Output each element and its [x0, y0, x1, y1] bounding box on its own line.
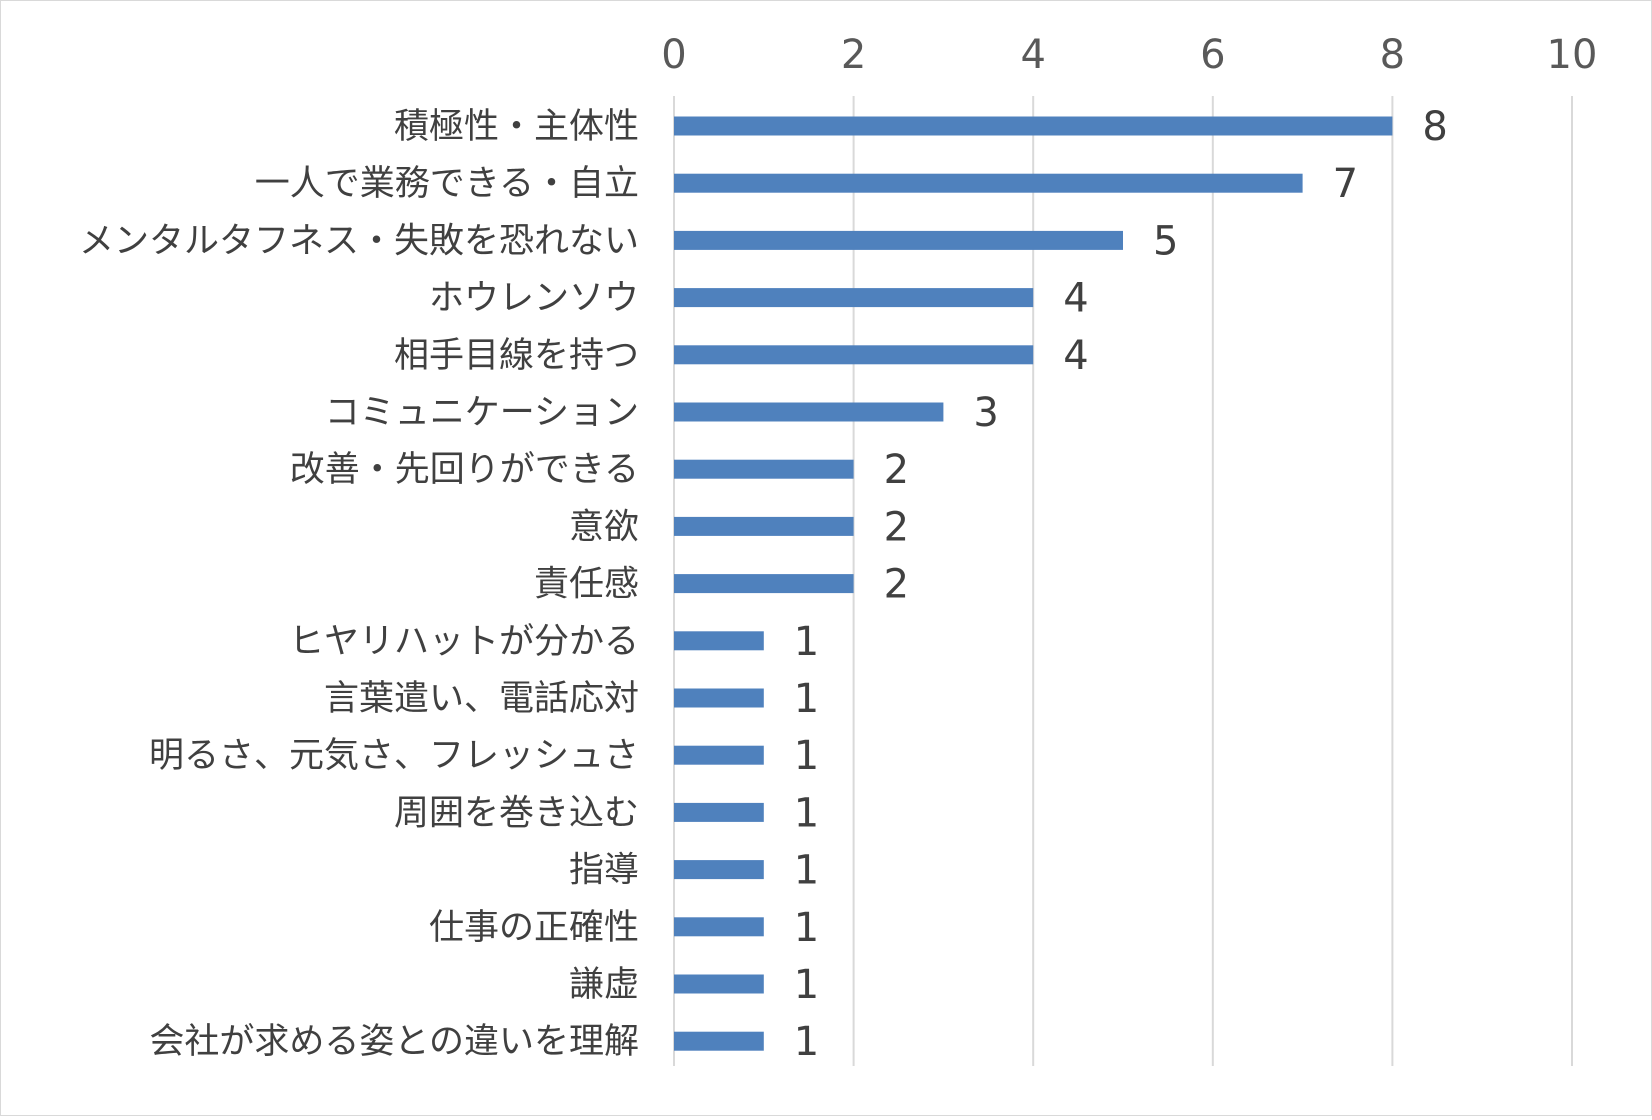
- data-label: 1: [794, 1019, 819, 1065]
- x-tick-label: 8: [1380, 32, 1405, 78]
- category-label: 責任感: [534, 565, 639, 605]
- data-label: 1: [794, 733, 819, 779]
- x-tick-label: 10: [1547, 32, 1598, 78]
- category-label: メンタルタフネス・失敗を恐れない: [79, 221, 639, 261]
- data-label: 1: [794, 619, 819, 665]
- gridlines: [673, 96, 1573, 1066]
- category-label: コミュニケーション: [325, 393, 639, 433]
- data-label: 1: [794, 905, 819, 951]
- category-label: 明るさ、元気さ、フレッシュさ: [149, 736, 639, 776]
- bar: [674, 745, 764, 765]
- x-tick-label: 2: [841, 32, 866, 78]
- x-tick-label: 0: [661, 32, 686, 78]
- data-label: 3: [973, 390, 998, 436]
- data-label: 2: [884, 562, 909, 608]
- bar: [674, 230, 1123, 250]
- data-label: 4: [1063, 333, 1088, 379]
- bar: [674, 116, 1393, 136]
- category-label: 指導: [569, 851, 639, 891]
- bar: [674, 173, 1303, 193]
- category-label: 意欲: [569, 507, 639, 547]
- category-label: 積極性・主体性: [394, 107, 639, 147]
- bar: [674, 402, 944, 422]
- category-label: 仕事の正確性: [429, 908, 639, 948]
- bar: [674, 688, 764, 708]
- data-label: 2: [884, 447, 909, 493]
- bar: [674, 1031, 764, 1051]
- category-label: 言葉遣い、電話応対: [324, 679, 639, 719]
- data-label: 5: [1153, 218, 1178, 264]
- category-label: 相手目線を持つ: [394, 336, 639, 376]
- category-label: ヒヤリハットが分かる: [289, 622, 639, 662]
- data-label: 1: [794, 676, 819, 722]
- x-axis-ticks: 0 2 4 6 8 10: [661, 32, 1597, 78]
- bar: [674, 459, 854, 479]
- category-label: 謙虚: [569, 965, 639, 1005]
- category-label: ホウレンソウ: [429, 279, 639, 319]
- x-tick-label: 4: [1020, 32, 1045, 78]
- bar: [674, 974, 764, 994]
- data-label: 1: [794, 790, 819, 836]
- category-labels: 積極性・主体性一人で業務できる・自立メンタルタフネス・失敗を恐れないホウレンソウ…: [79, 107, 639, 1062]
- bar: [674, 860, 764, 880]
- data-label: 1: [794, 848, 819, 894]
- x-tick-label: 6: [1200, 32, 1225, 78]
- data-label: 1: [794, 962, 819, 1008]
- bar: [674, 516, 854, 536]
- bars: [674, 116, 1393, 1051]
- category-label: 会社が求める姿との違いを理解: [149, 1022, 639, 1062]
- bar: [674, 802, 764, 822]
- category-label: 周囲を巻き込む: [394, 793, 639, 833]
- category-label: 一人で業務できる・自立: [255, 164, 639, 204]
- data-label: 4: [1063, 276, 1088, 322]
- data-label: 2: [884, 504, 909, 550]
- data-label: 7: [1333, 161, 1358, 207]
- bar: [674, 631, 764, 651]
- bar: [674, 574, 854, 594]
- data-label: 8: [1422, 104, 1447, 150]
- bar: [674, 345, 1034, 365]
- bar: [674, 917, 764, 937]
- category-label: 改善・先回りができる: [290, 450, 639, 490]
- data-labels: 8 7 5 4 4 3 2 2 2 1 1 1 1 1 1 1 1: [794, 104, 1448, 1065]
- bar: [674, 288, 1034, 308]
